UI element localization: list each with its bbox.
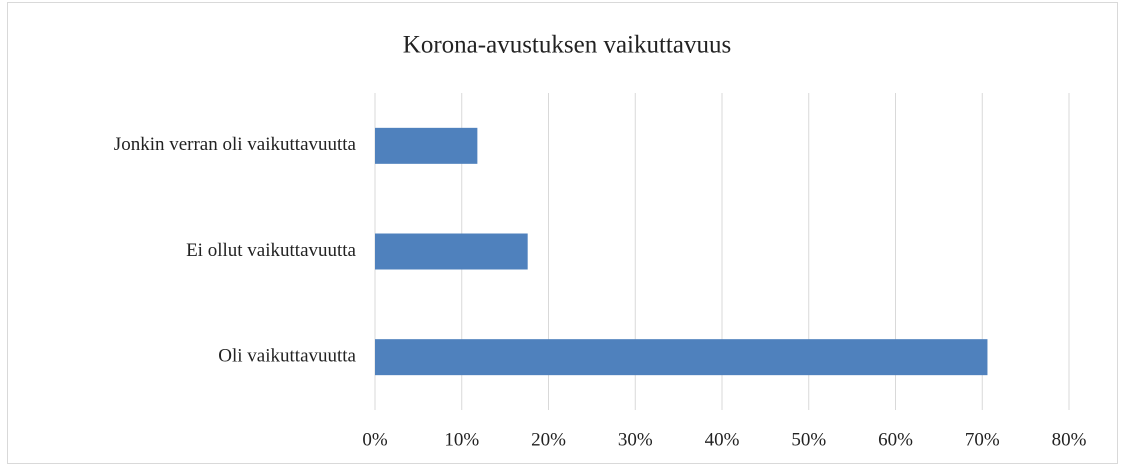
x-tick-label: 20% [531,429,566,450]
y-tick-label: Jonkin verran oli vaikuttavuutta [114,134,357,155]
x-tick-label: 70% [965,429,1000,450]
x-tick-label: 40% [705,429,740,450]
bar [375,233,528,270]
x-tick-label: 30% [618,429,653,450]
chart-border [7,2,1118,464]
x-tick-label: 10% [444,429,479,450]
bar [375,339,988,376]
x-tick-label: 50% [791,429,826,450]
chart-title: Korona-avustuksen vaikuttavuus [403,32,731,59]
x-tick-label: 0% [362,429,388,450]
x-tick-label: 80% [1052,429,1087,450]
y-tick-label: Ei ollut vaikuttavuutta [186,240,356,261]
y-tick-label: Oli vaikuttavuutta [218,346,356,367]
bar [375,127,478,164]
x-tick-label: 60% [878,429,913,450]
